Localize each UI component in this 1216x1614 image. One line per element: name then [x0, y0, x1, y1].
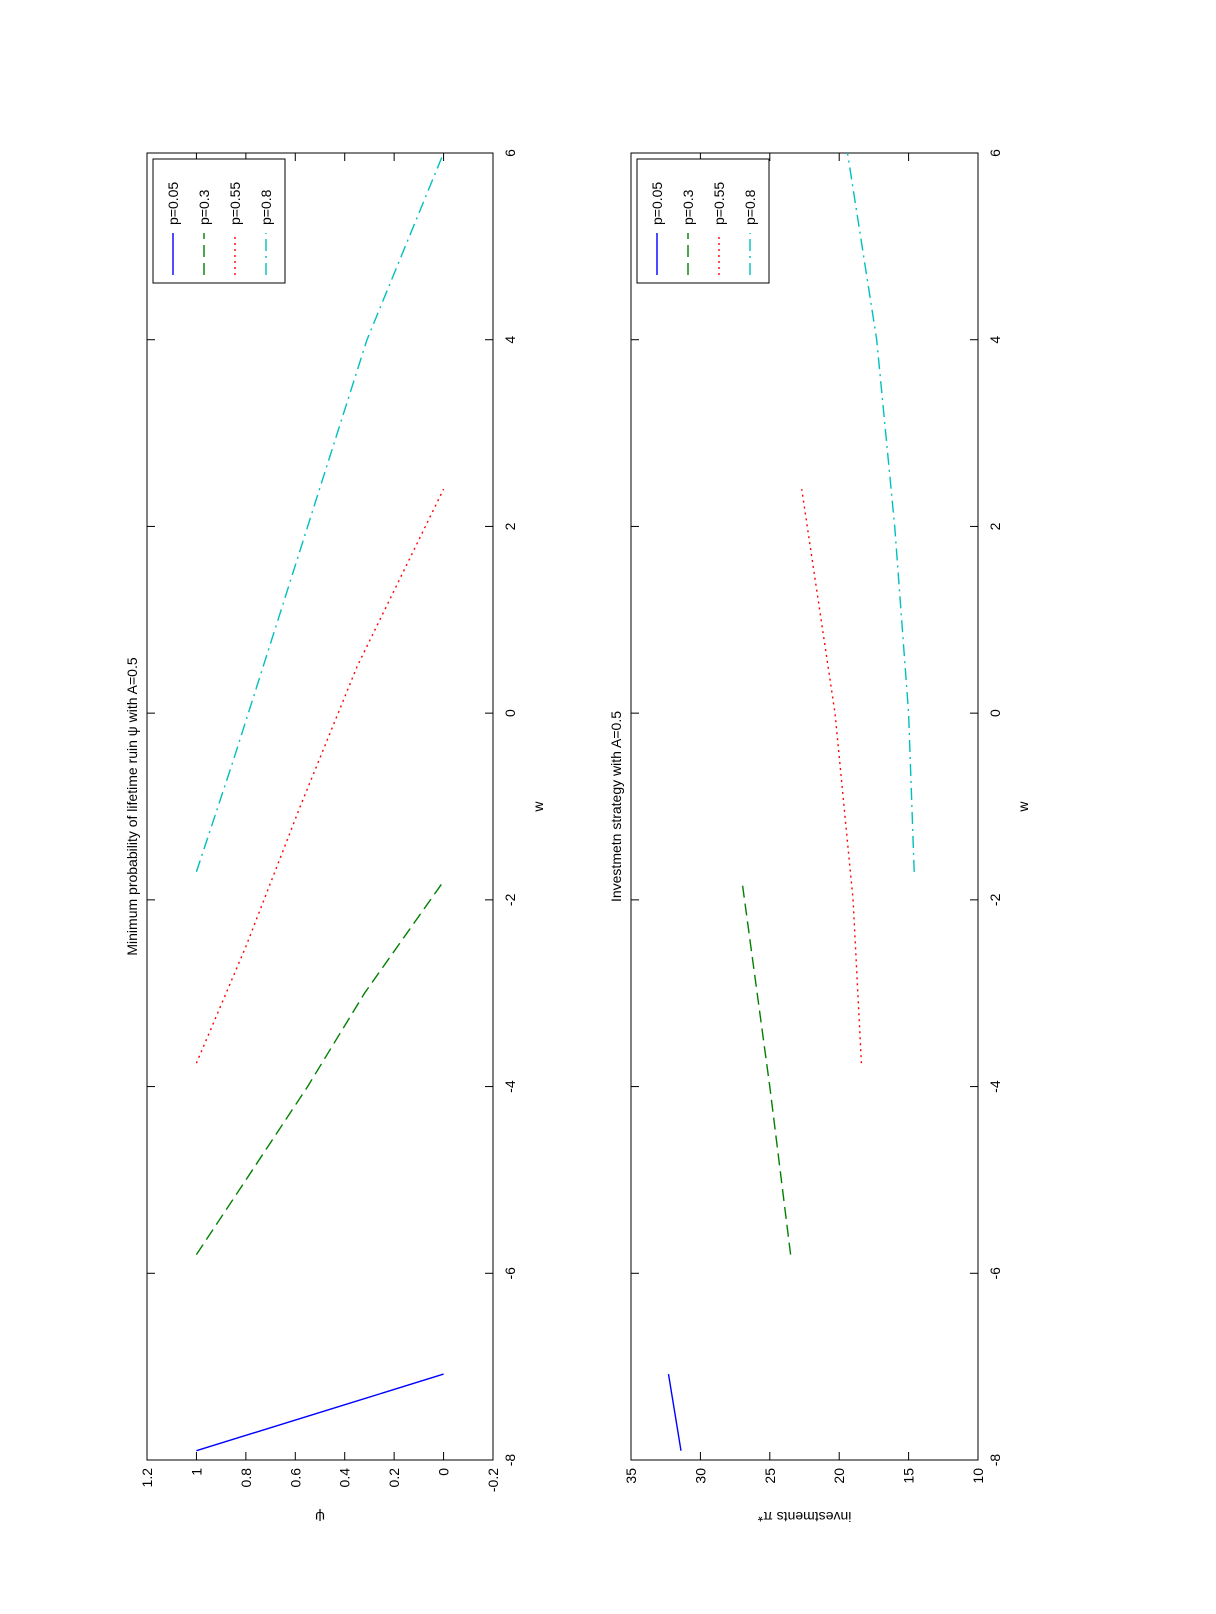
x-axis-label: w: [530, 801, 546, 813]
legend-entry: p=0.55: [711, 182, 727, 225]
y-tick-label: 1: [188, 1468, 204, 1476]
legend: p=0.05 p=0.3 p=0.55 p=0.8: [636, 158, 770, 284]
y-axis-label: ψ: [315, 1509, 325, 1525]
y-tick-label: 25: [762, 1468, 778, 1484]
y-tick-label: 0.2: [386, 1468, 402, 1488]
y-tick-label: 20: [831, 1468, 847, 1484]
legend-entry: p=0.55: [227, 182, 243, 225]
legend-entry: p=0.3: [196, 189, 212, 225]
x-tick-label: -8: [987, 1454, 1003, 1467]
series-line-p08: [846, 152, 915, 872]
plot-1: -8 -6 -4 -2 0 2 4 6 -0.2 0 0.2 0.4 0.6 0.8 1 1.2 Minimum…: [124, 149, 546, 1525]
x-tick-label: 4: [987, 336, 1003, 344]
legend: p=0.05 p=0.3 p=0.55 p=0.8: [152, 158, 286, 284]
x-tick-label: -4: [502, 1080, 518, 1093]
legend-entry: p=0.05: [165, 182, 181, 225]
y-tick-label: -0.2: [485, 1468, 501, 1492]
x-tick-label: 2: [502, 522, 518, 530]
series-line-p005: [667, 1373, 682, 1451]
legend-entry: p=0.05: [649, 182, 665, 225]
x-tick-label: 0: [987, 709, 1003, 717]
series-line-p03: [195, 880, 445, 1255]
legend-box: [636, 158, 770, 284]
series-line-p03: [741, 881, 792, 1255]
y-tick-label: 0.6: [287, 1468, 303, 1488]
y-tick-label: 0: [436, 1468, 452, 1476]
rotated-figure: -8 -6 -4 -2 0 2 4 6 -0.2 0 0.2 0.4 0.6 0.8 1 1.2 Minimum…: [124, 149, 1031, 1525]
x-axis-label: w: [1015, 801, 1031, 813]
x-tick-label: -2: [502, 893, 518, 906]
y-tick-label: 0.8: [238, 1468, 254, 1488]
legend-entry: p=0.8: [258, 189, 274, 225]
chart-title: Investmetn strategy with A=0.5: [608, 711, 624, 902]
x-tick-label: 6: [987, 149, 1003, 157]
y-axis-label: investments π*: [757, 1509, 851, 1525]
y-tick-label: 0.4: [337, 1468, 353, 1488]
legend-box: [152, 158, 286, 284]
x-tick-label: 0: [502, 709, 518, 717]
x-tick-label: -4: [987, 1080, 1003, 1093]
x-tick-label: -6: [987, 1267, 1003, 1280]
x-tick-label: 6: [502, 149, 518, 157]
x-tick-label: 4: [502, 336, 518, 344]
x-tick-label: 2: [987, 522, 1003, 530]
series-line-p08: [195, 152, 445, 873]
y-tick-label: 1.2: [139, 1468, 155, 1488]
x-tick-label: -8: [502, 1454, 518, 1467]
x-tick-label: -2: [987, 893, 1003, 906]
y-tick-label: 15: [901, 1468, 917, 1484]
y-tick-label: 35: [623, 1468, 639, 1484]
legend-entry: p=0.8: [742, 189, 758, 225]
y-tick-label: 30: [692, 1468, 708, 1484]
axes-box: [630, 152, 979, 1461]
series-line-p055: [195, 488, 445, 1064]
legend-entry: p=0.3: [680, 189, 696, 225]
x-tick-label: -6: [502, 1267, 518, 1280]
chart-title: Minimum probability of lifetime ruin ψ w…: [124, 657, 140, 955]
series-line-p005: [196, 1373, 444, 1452]
plot-2: -8 -6 -4 -2 0 2 4 6 10 15 20 25 30 35 Investmetn strat…: [608, 149, 1031, 1525]
axes-box: [146, 152, 494, 1461]
y-tick-label: 10: [970, 1468, 986, 1484]
